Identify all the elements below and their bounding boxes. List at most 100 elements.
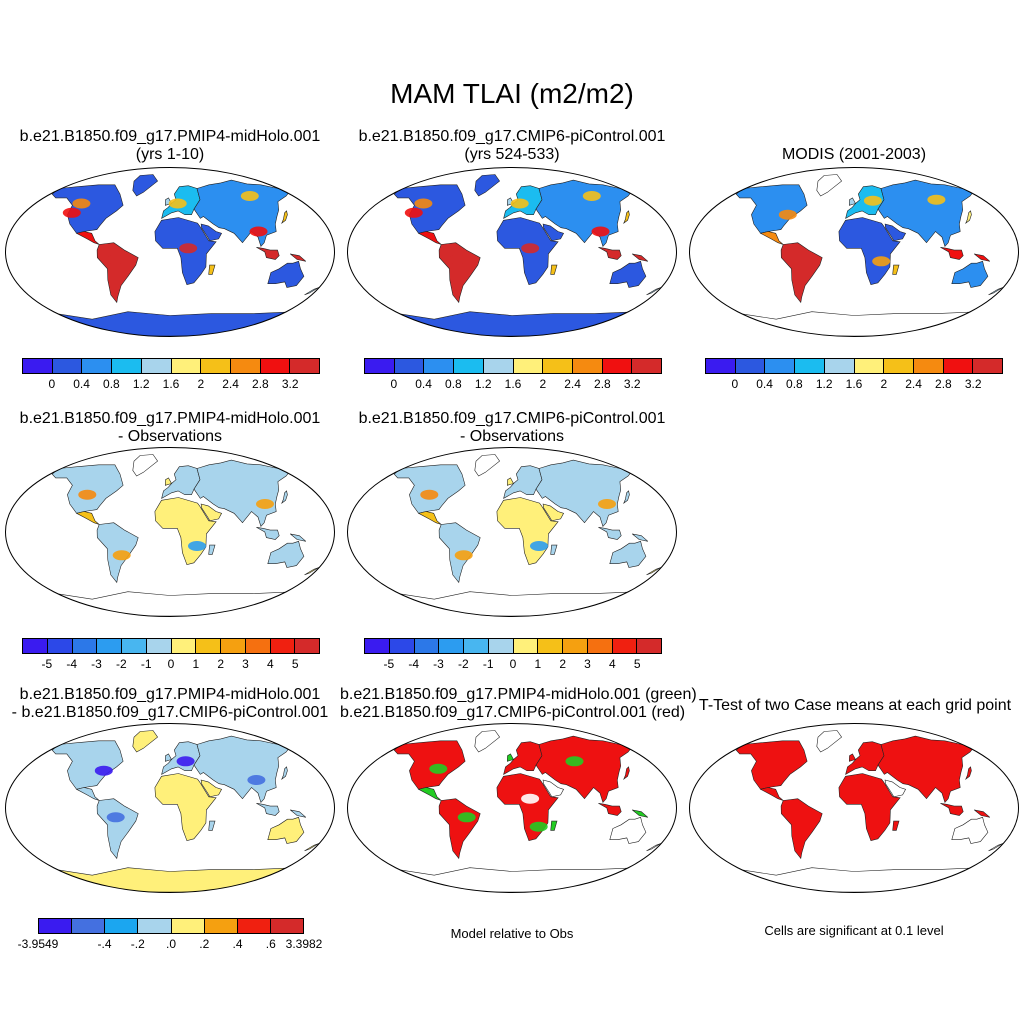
landmass [281, 766, 288, 780]
colorbar-tick-label: 0.4 [73, 377, 90, 391]
colorbar-tick-label: -4 [66, 657, 77, 671]
colorbar-tick-label: 2.8 [594, 377, 611, 391]
landmass [892, 820, 900, 831]
landmass [290, 809, 307, 818]
landmass [281, 210, 288, 224]
field-accent [598, 499, 616, 509]
field-accent [863, 195, 882, 206]
colorbar-ticks-picontrol: 0 0.4 0.8 1.2 1.6 2 2.4 2.8 3.2 [364, 377, 662, 393]
colorbar-tick-label: 0 [731, 377, 739, 391]
landmass [132, 174, 159, 197]
landmass [759, 787, 784, 801]
panel-title-line1: b.e21.B1850.f09_g17.CMIP6-piControl.001 [358, 410, 666, 427]
panel-title-picontrol-bias: b.e21.B1850.f09_g17.CMIP6-piControl.001 … [342, 410, 682, 446]
note-significance: Cells are significant at 0.1 level [764, 923, 944, 938]
colorbar-swatch [637, 639, 661, 653]
landmass [884, 779, 907, 798]
panel-title-line1: b.e21.B1850.f09_g17.PMIP4-midHolo.001 [19, 410, 321, 427]
landmass [474, 730, 501, 753]
field-accent [778, 209, 797, 220]
colorbar-tick-label: -.2 [130, 937, 145, 951]
colorbar-tick-label: -1 [140, 657, 152, 671]
landmass [417, 231, 442, 245]
landmass [474, 174, 501, 197]
landmass [51, 184, 124, 234]
landmass [503, 741, 543, 776]
colorbar-tick-label: -4 [408, 657, 419, 671]
field-accent [429, 763, 448, 774]
landmass [609, 540, 647, 568]
landmass [974, 253, 991, 262]
field-accent [188, 541, 206, 551]
colorbar-tick-label: 4 [266, 657, 274, 671]
colorbar-swatch [394, 359, 425, 373]
colorbar-swatch [513, 359, 544, 373]
landmass [290, 533, 307, 542]
landmass [623, 490, 630, 504]
field-accent [448, 254, 467, 265]
landmass [884, 223, 907, 242]
colorbar-case-diff [38, 918, 304, 934]
field-accent [795, 256, 814, 267]
field-accent [78, 489, 97, 500]
colorbar-tick-label: -2 [115, 657, 127, 671]
panel-title-line2: (yrs 1-10) [135, 146, 205, 163]
colorbar-tick-label: 0.8 [445, 377, 462, 391]
field-accent [521, 793, 540, 804]
field-accent [510, 198, 529, 209]
colorbar-tick-label: 0.8 [786, 377, 803, 391]
landmass [550, 544, 558, 555]
map-picontrol-bias [347, 447, 677, 617]
landmass [632, 533, 649, 542]
map-model-rel-obs [347, 723, 677, 893]
landmass [200, 223, 223, 242]
field-accent [62, 207, 81, 218]
landmass [838, 773, 901, 842]
colorbar-tick-label: .2 [199, 937, 210, 951]
colorbar-tick-label: 0 [167, 657, 175, 671]
colorbar-tick-label: 2.4 [222, 377, 239, 391]
landmass [200, 503, 223, 522]
landmass [845, 741, 885, 776]
colorbar-tick-label: 2.4 [564, 377, 581, 391]
landmass [132, 454, 159, 477]
field-accent [256, 499, 274, 509]
colorbar-swatch [290, 359, 320, 373]
colorbar-swatch [439, 639, 464, 653]
field-accent [168, 198, 187, 209]
landmass [267, 816, 305, 844]
landmass [43, 867, 298, 893]
landmass [43, 591, 298, 617]
landmass [542, 503, 565, 522]
colorbar-swatch [464, 639, 489, 653]
colorbar-swatch [97, 639, 122, 653]
field-accent [872, 256, 891, 267]
field-accent [247, 775, 266, 785]
landmass [290, 253, 307, 262]
colorbar-ticks-midholo-bias: -5 -4 -3 -2 -1 0 1 2 3 4 5 [22, 657, 320, 673]
colorbar-swatch [82, 359, 113, 373]
colorbar-tick-label: -5 [383, 657, 395, 671]
landmass [965, 766, 972, 780]
colorbar-ticks-picontrol-bias: -5 -4 -3 -2 -1 0 1 2 3 4 5 [364, 657, 662, 673]
colorbar-swatch [602, 359, 633, 373]
colorbar-swatch [295, 639, 319, 653]
map-border [689, 723, 1019, 893]
landmass [848, 197, 856, 206]
panel-title-midholo: b.e21.B1850.f09_g17.PMIP4-midHolo.001 (y… [0, 128, 340, 164]
landmass [304, 843, 319, 852]
colorbar-swatch [39, 919, 73, 933]
colorbar-tick-label: 1.6 [162, 377, 180, 391]
panel-title-line2: - b.e21.B1850.f09_g17.CMIP6-piControl.00… [11, 704, 329, 721]
field-accent [591, 226, 610, 237]
colorbar-swatch [454, 359, 484, 373]
colorbar-swatch [221, 639, 246, 653]
landmass [164, 477, 172, 486]
panel-title-modis: MODIS (2001-2003) [684, 146, 1024, 164]
panel-title-picontrol: b.e21.B1850.f09_g17.CMIP6-piControl.001 … [342, 128, 682, 164]
field-accent [179, 243, 198, 254]
landmass [988, 287, 1003, 296]
field-accent [404, 207, 423, 218]
colorbar-swatch [572, 359, 603, 373]
colorbar-swatch [943, 359, 974, 373]
